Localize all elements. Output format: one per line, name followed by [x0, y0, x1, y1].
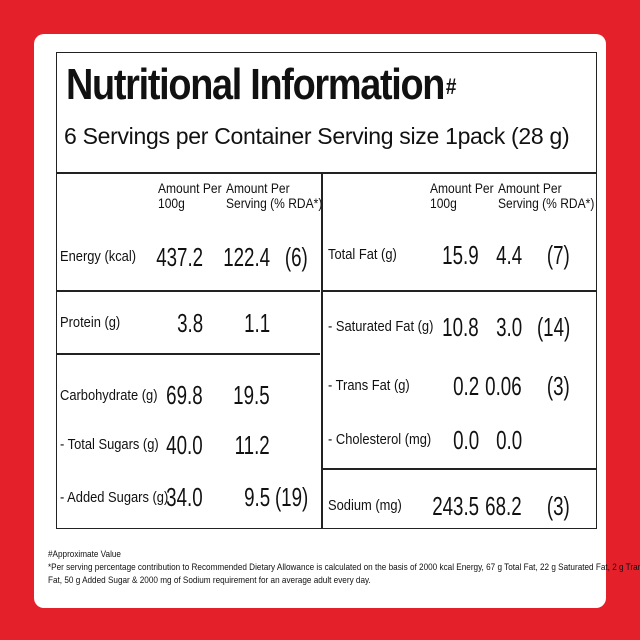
value-per100g: 0.2 — [452, 371, 479, 401]
left-header-per100g: Amount Per 100g — [158, 181, 222, 211]
value-serving: 122.4 — [223, 242, 270, 272]
header-line: Serving (% RDA*) — [226, 195, 323, 211]
label-card — [34, 34, 606, 608]
divider-left-2 — [56, 353, 320, 355]
header-line: Amount Per — [498, 180, 562, 196]
divider-center — [321, 172, 323, 529]
row-label: - Added Sugars (g) — [60, 489, 169, 506]
right-header-serving: Amount Per Serving (% RDA*) — [498, 181, 594, 211]
value-serving: 11.2 — [234, 430, 270, 460]
divider-right-1 — [322, 290, 597, 292]
row-label: Energy (kcal) — [60, 248, 136, 265]
serving-info: 6 Servings per Container Serving size 1p… — [64, 123, 570, 149]
row-label: Sodium (mg) — [328, 497, 402, 514]
left-header-serving: Amount Per Serving (% RDA*) — [226, 181, 322, 211]
row-label: Carbohydrate (g) — [60, 387, 158, 404]
value-serving: 3.0 — [495, 312, 522, 342]
value-serving: 1.1 — [243, 308, 270, 338]
header-line: 100g — [430, 195, 457, 211]
footnote-rda-line1: *Per serving percentage contribution to … — [48, 562, 640, 573]
divider-left-1 — [56, 290, 320, 292]
divider-right-2 — [322, 468, 597, 470]
header-line: Amount Per — [430, 180, 494, 196]
value-rda: (6) — [285, 242, 308, 272]
divider-top — [56, 172, 597, 174]
value-rda: (19) — [274, 482, 308, 512]
page-title: Nutritional Information# — [66, 60, 457, 110]
value-per100g: 0.0 — [452, 425, 479, 455]
row-label: Protein (g) — [60, 314, 121, 331]
header-line: 100g — [158, 195, 185, 211]
row-label: Total Fat (g) — [328, 246, 397, 263]
value-serving: 68.2 — [485, 491, 522, 521]
title-text: Nutritional Information — [66, 60, 445, 109]
row-label: - Cholesterol (mg) — [328, 431, 432, 448]
value-per100g: 40.0 — [166, 430, 203, 460]
value-per100g: 10.8 — [442, 312, 479, 342]
value-per100g: 437.2 — [156, 242, 203, 272]
value-per100g: 243.5 — [432, 491, 479, 521]
value-per100g: 34.0 — [166, 482, 203, 512]
value-per100g: 15.9 — [442, 240, 479, 270]
value-serving: 0.0 — [495, 425, 522, 455]
value-serving: 0.06 — [485, 371, 522, 401]
value-serving: 19.5 — [233, 380, 270, 410]
row-label: - Trans Fat (g) — [328, 377, 410, 394]
value-serving: 9.5 — [243, 482, 270, 512]
title-mark: # — [445, 74, 457, 99]
footnote-approximate: #Approximate Value — [48, 549, 121, 560]
value-rda: (3) — [547, 491, 570, 521]
header-line: Amount Per — [158, 180, 222, 196]
row-label: - Total Sugars (g) — [60, 436, 159, 453]
value-per100g: 69.8 — [166, 380, 203, 410]
value-per100g: 3.8 — [176, 308, 203, 338]
header-line: Serving (% RDA*) — [498, 195, 595, 211]
value-rda: (7) — [547, 240, 570, 270]
footnote-rda-line2: Fat, 50 g Added Sugar & 2000 mg of Sodiu… — [48, 575, 371, 586]
row-label: - Saturated Fat (g) — [328, 318, 434, 335]
header-line: Amount Per — [226, 180, 290, 196]
value-serving: 4.4 — [495, 240, 522, 270]
right-header-per100g: Amount Per 100g — [430, 181, 494, 211]
value-rda: (14) — [536, 312, 570, 342]
value-rda: (3) — [547, 371, 570, 401]
